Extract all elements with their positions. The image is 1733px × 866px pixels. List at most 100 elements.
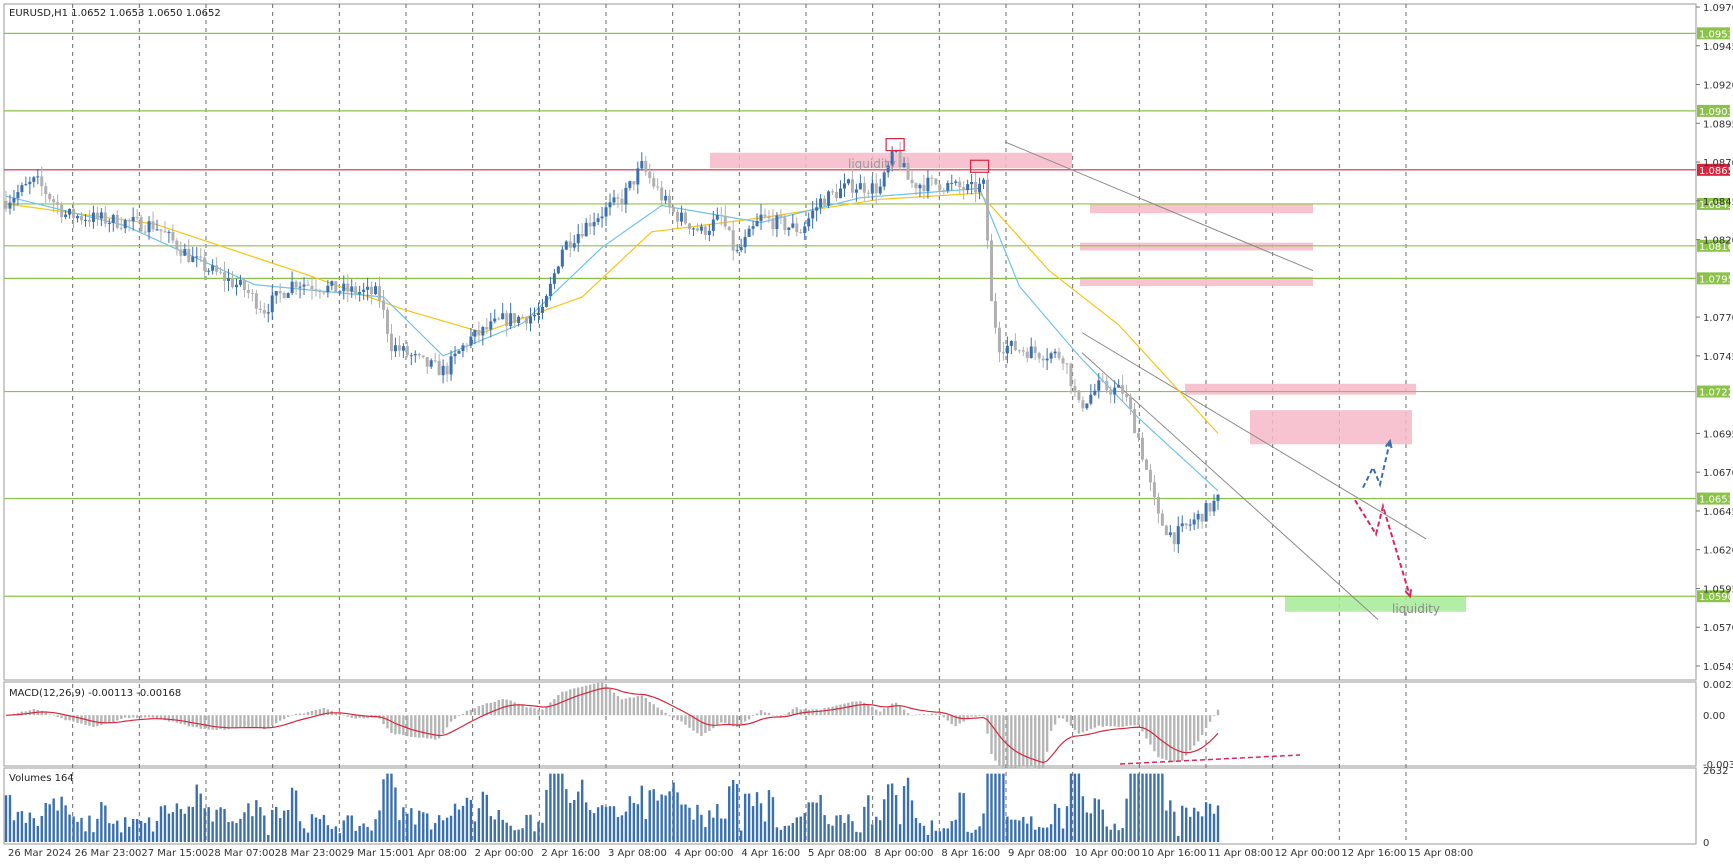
volume-panel-border — [3, 767, 1697, 845]
candle-body — [572, 243, 576, 248]
volume-bar — [84, 831, 87, 842]
macd-histogram-bar — [52, 714, 55, 716]
volume-bar — [759, 803, 763, 842]
volume-bar — [20, 811, 24, 842]
volume-bar — [179, 809, 183, 842]
volume-bar — [36, 826, 39, 842]
macd-histogram-bar — [720, 715, 723, 723]
volume-bar — [1101, 809, 1104, 842]
candle-body — [827, 191, 831, 206]
candle-body — [536, 312, 540, 316]
candle-body — [628, 181, 632, 188]
candle-body — [143, 231, 147, 233]
macd-histogram-bar — [990, 715, 993, 754]
candle-body — [882, 172, 886, 187]
candle-body — [767, 216, 771, 219]
candle-body — [652, 178, 656, 187]
macd-histogram-bar — [1073, 715, 1077, 731]
candle-body — [350, 286, 354, 292]
macd-histogram-bar — [1101, 715, 1104, 727]
volume-bar — [1002, 773, 1005, 842]
macd-histogram-bar — [855, 701, 858, 716]
volume-bar — [1157, 773, 1160, 842]
macd-histogram-bar — [978, 715, 981, 717]
macd-histogram-bar — [525, 707, 528, 716]
volume-bar — [1208, 803, 1212, 842]
candle-body — [56, 202, 60, 205]
price-level-label: 1.0722 — [1699, 388, 1733, 399]
volume-bar — [735, 784, 739, 842]
macd-histogram-bar — [1133, 715, 1136, 726]
macd-histogram-bar — [569, 689, 572, 716]
volume-bar — [620, 815, 624, 842]
candle-body — [1196, 513, 1200, 520]
volume-bar — [481, 791, 485, 842]
volume-bar — [223, 808, 226, 842]
macd-histogram-bar — [1185, 715, 1188, 756]
macd-histogram-bar — [227, 715, 230, 730]
macd-histogram-bar — [910, 715, 914, 716]
macd-histogram-bar — [80, 715, 83, 724]
volume-bar — [386, 773, 389, 842]
macd-histogram-bar — [521, 705, 524, 716]
candle-body — [564, 241, 568, 250]
macd-histogram-bar — [76, 715, 79, 724]
candle-body — [290, 281, 294, 294]
candle-body — [163, 231, 167, 233]
candle-body — [858, 183, 862, 190]
volume-bar — [465, 797, 469, 842]
volume-bar — [135, 819, 139, 842]
candle-body — [318, 291, 322, 293]
macd-histogram-bar — [708, 715, 711, 731]
candle-body — [131, 217, 135, 222]
candle-body — [835, 192, 839, 199]
candle-body — [1105, 380, 1109, 391]
macd-histogram-bar — [1196, 715, 1200, 742]
macd-histogram-bar — [481, 705, 485, 716]
macd-histogram-bar — [934, 714, 938, 716]
candle-body — [509, 313, 513, 327]
time-tick-label: 3 Apr 08:00 — [608, 848, 667, 859]
volume-bar — [96, 818, 99, 842]
volume-bar — [525, 814, 528, 842]
volume-bar — [1185, 807, 1188, 842]
volume-bar — [366, 826, 369, 842]
candle-body — [32, 177, 36, 182]
macd-histogram-bar — [1145, 715, 1148, 739]
candle-body — [954, 181, 958, 183]
candle-body — [668, 195, 672, 208]
candle-body — [159, 229, 163, 232]
macd-histogram-bar — [926, 714, 930, 716]
macd-histogram-bar — [668, 715, 671, 717]
macd-histogram-bar — [724, 715, 727, 723]
candle-body — [560, 249, 564, 267]
macd-histogram-bar — [918, 714, 922, 716]
candle-body — [44, 186, 48, 195]
candle-body — [425, 357, 429, 367]
price-panel-border — [3, 3, 1697, 681]
volume-bar — [783, 825, 787, 842]
candle-body — [819, 198, 823, 208]
channel-layer — [1004, 141, 1427, 620]
macd-histogram-bar — [410, 715, 413, 737]
macd-histogram-bar — [529, 707, 532, 716]
candle-body — [831, 191, 835, 193]
macd-histogram-bar — [40, 710, 43, 716]
macd-histogram-bar — [914, 714, 918, 716]
volume-bar — [378, 810, 381, 842]
macd-histogram-bar — [942, 715, 946, 718]
macd-histogram-bar — [143, 715, 147, 718]
macd-histogram-bar — [1109, 715, 1112, 727]
volume-bar — [871, 824, 874, 842]
volume-bar — [453, 803, 457, 842]
macd-histogram-bar — [680, 715, 683, 722]
candle-body — [870, 183, 874, 194]
macd-histogram-bar — [263, 715, 266, 730]
volume-bar — [807, 802, 810, 842]
candle-body — [743, 236, 747, 248]
candle-body — [850, 179, 854, 193]
macd-histogram-bar — [195, 715, 198, 728]
volume-bar — [596, 807, 600, 842]
